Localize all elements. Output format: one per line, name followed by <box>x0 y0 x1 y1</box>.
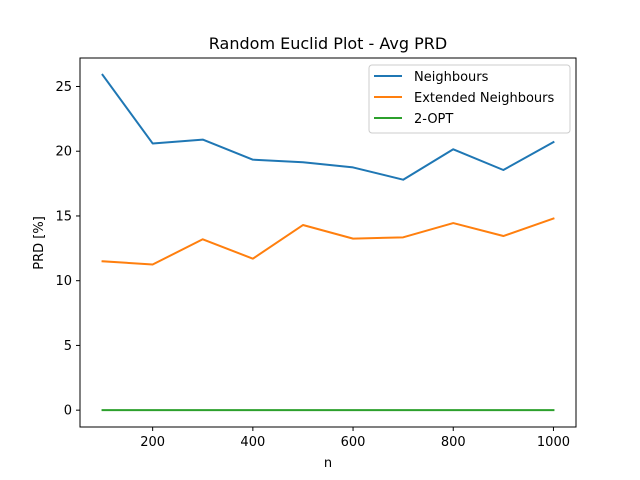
x-axis-label: n <box>324 456 332 471</box>
legend-label-3: 2-OPT <box>414 112 453 127</box>
plot-area: 200 400 600 800 1000 0 5 10 15 20 25 <box>55 57 577 450</box>
x-tick-label: 400 <box>240 435 265 450</box>
y-axis-label: PRD [%] <box>32 216 47 270</box>
x-tick-label: 1000 <box>537 435 570 450</box>
y-tick-label: 25 <box>55 80 72 95</box>
series-line-2 <box>101 217 555 266</box>
y-tick-label: 5 <box>64 339 72 354</box>
x-tick-label: 600 <box>341 435 366 450</box>
axes-frame <box>79 57 577 428</box>
x-tick-label: 200 <box>140 435 165 450</box>
legend: Neighbours Extended Neighbours 2-OPT <box>368 64 571 134</box>
chart-title: Random Euclid Plot - Avg PRD <box>209 34 447 53</box>
y-tick-label: 10 <box>55 274 72 289</box>
legend-label-1: Neighbours <box>414 70 489 85</box>
y-tick-label: 0 <box>64 404 72 419</box>
x-tick-label: 800 <box>441 435 466 450</box>
y-tick-label: 20 <box>55 145 72 160</box>
legend-label-2: Extended Neighbours <box>414 91 554 106</box>
legend-box <box>368 64 571 134</box>
series-line-1 <box>101 73 555 181</box>
y-tick-label: 15 <box>55 209 72 224</box>
